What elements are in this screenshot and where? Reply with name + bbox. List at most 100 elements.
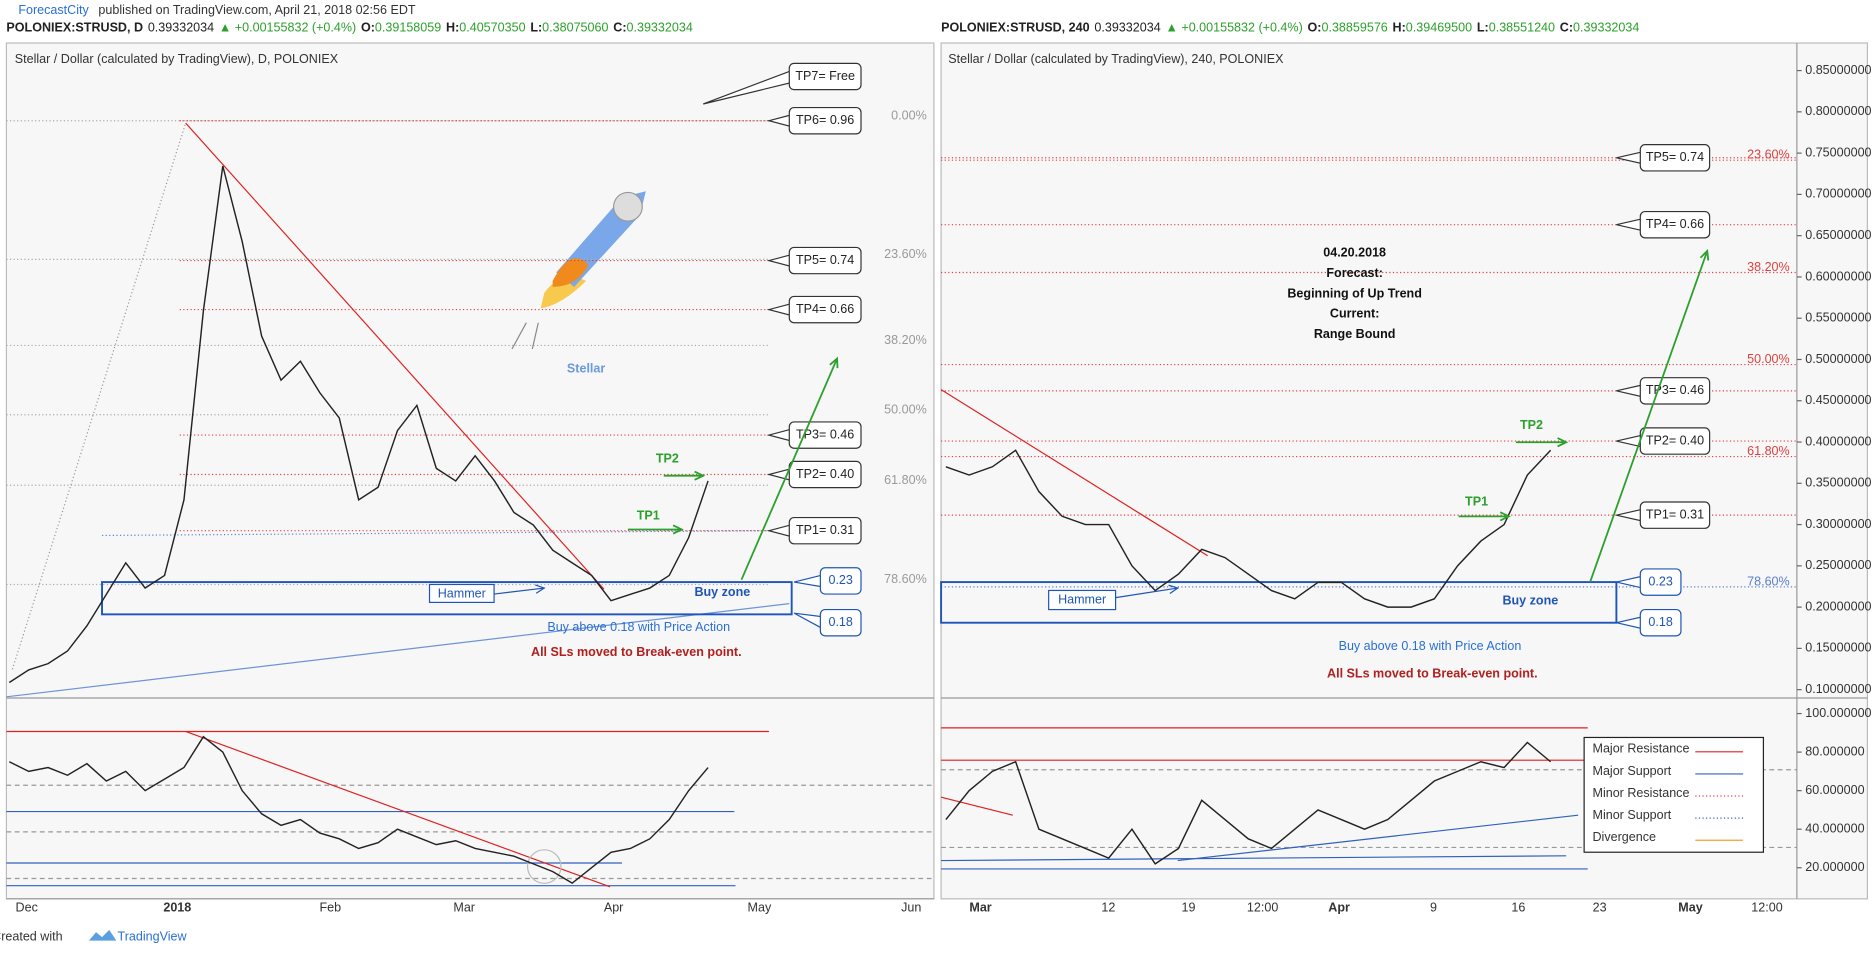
fib-label: 38.20%: [1747, 260, 1790, 274]
x-tick-label: Jun: [901, 901, 921, 915]
y-tick-label: 0.45000000: [1805, 393, 1871, 407]
dotted-trend: [11, 122, 187, 670]
legend-label: Major Resistance: [1592, 742, 1689, 756]
tp-box: TP2= 0.40: [796, 467, 854, 481]
x-tick-label: Apr: [604, 901, 624, 915]
sl-note: All SLs moved to Break-even point.: [531, 645, 742, 659]
x-tick-label: 16: [1511, 901, 1525, 915]
x-tick-label: Dec: [16, 901, 38, 915]
asset-name: Stellar: [567, 362, 605, 376]
tradingview-logo: [88, 929, 117, 941]
y-tick-label: 0.10000000: [1805, 682, 1871, 696]
fib-label: 38.20%: [884, 333, 927, 347]
quote-part: 0.39469500: [1406, 21, 1472, 35]
quote-part: 0.38859576: [1321, 21, 1387, 35]
y-tick-label: 0.40000000: [1805, 434, 1871, 448]
quote-part: H:: [1393, 21, 1406, 35]
legend-label: Minor Resistance: [1592, 786, 1689, 800]
arrow: [493, 587, 545, 595]
legend-label: Divergence: [1592, 830, 1655, 844]
buy-zone-label: Buy zone: [1502, 594, 1558, 608]
fib-label: 78.60%: [884, 572, 927, 586]
divergence-mark: [526, 849, 562, 884]
buy-zone-label: Buy zone: [694, 585, 750, 599]
y-tick-label: 0.15000000: [1805, 641, 1871, 655]
sl-note: All SLs moved to Break-even point.: [1327, 666, 1538, 680]
forecast-text: Forecast:: [1326, 266, 1382, 280]
arrow-head: [1499, 511, 1511, 522]
x-tick-label: 2018: [163, 901, 191, 915]
publisher[interactable]: ForecastCity: [18, 3, 89, 17]
fib-label: 50.00%: [1747, 352, 1790, 366]
y-tick-label: 100.000000: [1805, 706, 1871, 720]
fib-label: 23.60%: [1747, 148, 1790, 162]
oscillator-line: [945, 741, 1552, 865]
zone-box-box: [1639, 608, 1682, 637]
x-tick-label: 12: [1101, 901, 1115, 915]
footer-created: Created with: [0, 929, 63, 943]
y-tick-label: 80.000000: [1805, 744, 1864, 758]
rocket-icon: [511, 191, 646, 350]
publish-info: published on TradingView.com, April 21, …: [98, 3, 415, 17]
y-tick-label: 0.65000000: [1805, 228, 1871, 242]
forecast-text: Current:: [1330, 307, 1380, 321]
quote-part: O:: [361, 21, 375, 35]
y-tick-label: 0.25000000: [1805, 558, 1871, 572]
tp-label: TP2: [1520, 418, 1543, 432]
x-tick-label: Mar: [453, 901, 475, 915]
quote-part: C:: [613, 21, 626, 35]
quote-part: POLONIEX:STRUSD, 240: [941, 21, 1090, 35]
quote-part: O:: [1308, 21, 1322, 35]
support-trend: [1177, 814, 1579, 862]
chart-title: Stellar / Dollar (calculated by TradingV…: [948, 52, 1284, 66]
oscillator-line: [8, 735, 709, 885]
support: [941, 855, 1567, 862]
tp-box: TP4= 0.66: [796, 302, 854, 316]
fib-label: 50.00%: [884, 402, 927, 416]
price-line: [945, 449, 1552, 608]
zone-box: 0.23: [828, 573, 852, 587]
x-tick-label: 9: [1430, 901, 1437, 915]
fib-label: 23.60%: [884, 247, 927, 261]
price-line: [8, 165, 709, 684]
quote-part: 0.38551240: [1489, 21, 1555, 35]
tp-box: TP1= 0.31: [1646, 507, 1704, 521]
arrow-head: [1557, 437, 1569, 448]
y-tick-label: 0.35000000: [1805, 476, 1871, 490]
tp-box-box: [788, 62, 862, 91]
x-tick-label: 12:00: [1247, 901, 1278, 915]
quote-part: 0.39332034: [1573, 21, 1639, 35]
hammer-box: [1048, 589, 1117, 611]
tp-label: TP2: [656, 451, 679, 465]
y-tick-label: 0.80000000: [1805, 104, 1871, 118]
y-tick-label: 0.60000000: [1805, 269, 1871, 283]
zone-box-box: [819, 567, 862, 595]
tp-box: TP1= 0.31: [796, 523, 854, 537]
trend-line: [940, 389, 1208, 557]
tp-box: TP7= Free: [795, 69, 855, 83]
tp-box: TP4= 0.66: [1646, 217, 1704, 231]
y-tick-label: 60.000000: [1805, 783, 1864, 797]
tp-box-box: [788, 246, 862, 275]
trend-line: [185, 122, 605, 590]
quote-part: 0.40570350: [459, 21, 525, 35]
legend: [1583, 736, 1765, 853]
hammer-label: Hammer: [1058, 592, 1106, 606]
footer-brand[interactable]: TradingView: [118, 929, 188, 943]
quote-line: POLONIEX:STRUSD, 240 0.39332034 ▲ +0.00155…: [941, 21, 1639, 35]
quote-part: ▲ +0.00155832 (+0.4%): [219, 21, 356, 35]
tp-label: TP1: [637, 509, 660, 523]
support-line: [102, 530, 769, 537]
zone-box: 0.23: [1648, 574, 1672, 588]
tp-box: TP5= 0.74: [796, 253, 854, 267]
arrow-head: [694, 470, 706, 481]
chart-title: Stellar / Dollar (calculated by TradingV…: [15, 52, 339, 66]
y-tick-label: 0.55000000: [1805, 311, 1871, 325]
hammer-label: Hammer: [438, 586, 486, 600]
support-trend: [6, 603, 790, 698]
buy-note: Buy above 0.18 with Price Action: [1339, 639, 1522, 653]
y-tick-label: 0.30000000: [1805, 517, 1871, 531]
fib-label: 61.80%: [884, 473, 927, 487]
arrow: [740, 358, 838, 581]
